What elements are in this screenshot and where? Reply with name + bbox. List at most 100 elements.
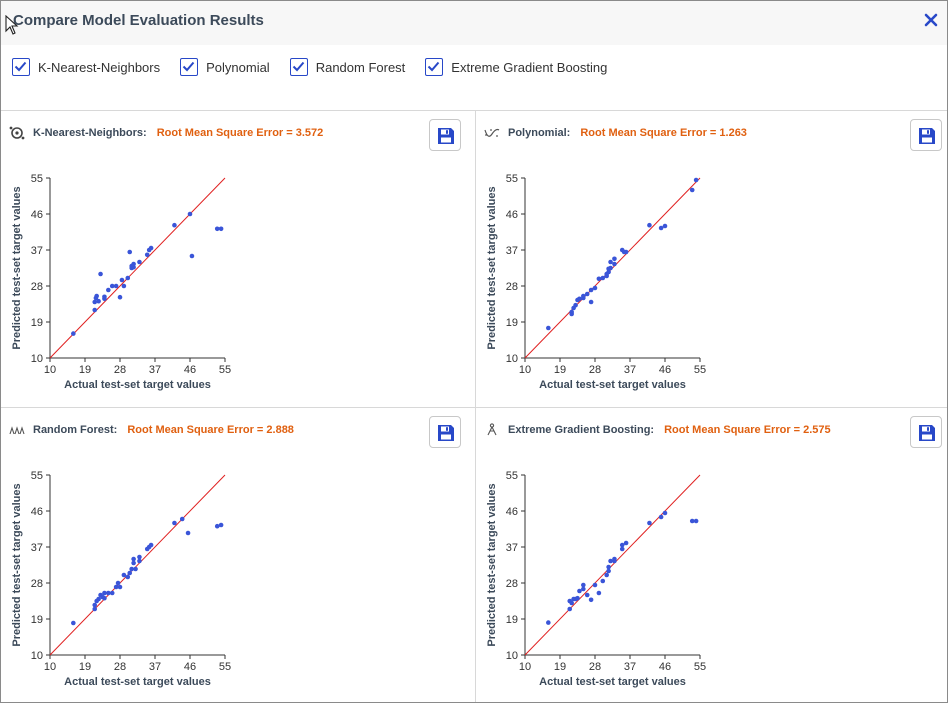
checkbox-box[interactable] <box>425 58 444 76</box>
y-tick-label: 55 <box>31 173 43 185</box>
data-point <box>117 584 123 590</box>
rmse-label: Root Mean Square Error = 3.572 <box>156 127 324 139</box>
scatter-chart: 10 19 28 37 46 55 10 19 28 37 46 55 Actual test-set … <box>486 173 706 391</box>
data-point <box>577 588 582 594</box>
y-tick-label: 46 <box>506 506 518 518</box>
checkbox-polynomial[interactable]: Polynomial <box>180 56 270 78</box>
checkbox-random-forest[interactable]: Random Forest <box>289 56 405 78</box>
y-tick-label: 55 <box>506 173 518 185</box>
x-tick-label: 28 <box>114 364 126 376</box>
x-tick-label: 46 <box>184 661 196 673</box>
data-point <box>569 600 574 606</box>
x-tick-label: 19 <box>79 661 91 673</box>
y-tick-label: 28 <box>506 281 518 293</box>
x-tick-label: 37 <box>149 661 161 673</box>
data-point <box>647 520 652 526</box>
y-tick-label: 37 <box>506 245 518 257</box>
data-point <box>218 522 224 528</box>
save-button[interactable] <box>910 416 942 448</box>
identity-line <box>49 474 226 656</box>
divider <box>1 407 947 408</box>
identity-line <box>524 474 701 656</box>
data-point <box>127 570 133 576</box>
y-tick-label: 55 <box>506 470 518 482</box>
data-point <box>96 298 101 304</box>
data-point <box>125 275 131 281</box>
data-point <box>623 249 629 255</box>
data-point <box>604 572 609 578</box>
data-point <box>218 226 224 232</box>
data-point <box>546 325 551 331</box>
y-tick-label: 37 <box>31 542 43 554</box>
y-tick-label: 46 <box>31 506 43 518</box>
y-tick-label: 37 <box>31 245 43 257</box>
data-point <box>117 294 123 300</box>
data-point <box>592 285 598 291</box>
data-point <box>137 558 142 564</box>
identity-line <box>49 177 226 359</box>
knn-icon <box>9 126 25 140</box>
data-point <box>569 309 574 315</box>
save-button[interactable] <box>429 416 461 448</box>
checkbox-knn[interactable]: K-Nearest-Neighbors <box>12 56 160 78</box>
data-point <box>127 249 133 255</box>
polynomial-icon <box>484 128 500 137</box>
checkbox-box[interactable] <box>12 58 30 76</box>
rmse-label: Root Mean Square Error = 2.575 <box>664 424 831 436</box>
xgboost-icon <box>487 423 497 436</box>
y-tick-label: 55 <box>31 470 43 482</box>
data-point <box>608 558 613 564</box>
checkbox-label: K-Nearest-Neighbors <box>38 59 161 75</box>
x-tick-label: 28 <box>114 661 126 673</box>
data-point <box>588 299 594 305</box>
data-point <box>606 568 611 574</box>
data-point <box>185 530 191 536</box>
y-tick-label: 37 <box>506 542 518 554</box>
save-icon <box>919 128 935 144</box>
checkbox-xgboost[interactable]: Extreme Gradient Boosting <box>425 56 607 78</box>
data-point <box>131 556 136 562</box>
data-point <box>612 256 617 262</box>
x-tick-label: 37 <box>624 364 636 376</box>
y-axis-label: Predicted test-set target values <box>486 186 498 349</box>
x-tick-label: 55 <box>694 364 706 376</box>
y-tick-label: 28 <box>31 578 43 590</box>
data-point <box>121 572 127 578</box>
data-point <box>214 226 220 232</box>
chart-panel-knn: K-Nearest-Neighbors: Root Mean Square Er… <box>1 111 475 407</box>
x-axis-label: Actual test-set target values <box>64 676 211 688</box>
data-point <box>619 546 625 552</box>
x-tick-label: 10 <box>519 661 531 673</box>
data-point <box>172 520 177 526</box>
close-icon[interactable] <box>923 12 939 28</box>
data-point <box>658 514 664 520</box>
data-point <box>144 252 150 258</box>
y-tick-label: 10 <box>506 650 518 662</box>
y-tick-label: 46 <box>506 209 518 221</box>
save-icon <box>438 128 454 144</box>
data-point <box>600 578 606 584</box>
x-tick-label: 10 <box>44 364 56 376</box>
data-point <box>612 556 617 562</box>
x-tick-label: 55 <box>219 661 231 673</box>
x-tick-label: 46 <box>659 661 671 673</box>
save-button[interactable] <box>429 119 461 151</box>
checkbox-box[interactable] <box>180 58 199 76</box>
data-point <box>573 302 578 308</box>
data-point <box>647 222 652 228</box>
data-point <box>581 586 586 592</box>
data-point <box>658 225 664 231</box>
y-tick-label: 19 <box>31 614 43 626</box>
rmse-label: Root Mean Square Error = 1.263 <box>580 127 747 139</box>
data-point <box>584 291 590 297</box>
checkbox-label: Extreme Gradient Boosting <box>451 59 608 75</box>
x-tick-label: 10 <box>44 661 56 673</box>
save-button[interactable] <box>910 119 942 151</box>
chart-panel-polynomial: Polynomial: Root Mean Square Error = 1.2… <box>476 111 947 407</box>
data-point <box>102 595 107 601</box>
data-point <box>92 602 98 608</box>
divider <box>1 110 947 111</box>
checkbox-box[interactable] <box>289 58 308 76</box>
data-point <box>662 223 668 229</box>
x-tick-label: 19 <box>554 364 566 376</box>
